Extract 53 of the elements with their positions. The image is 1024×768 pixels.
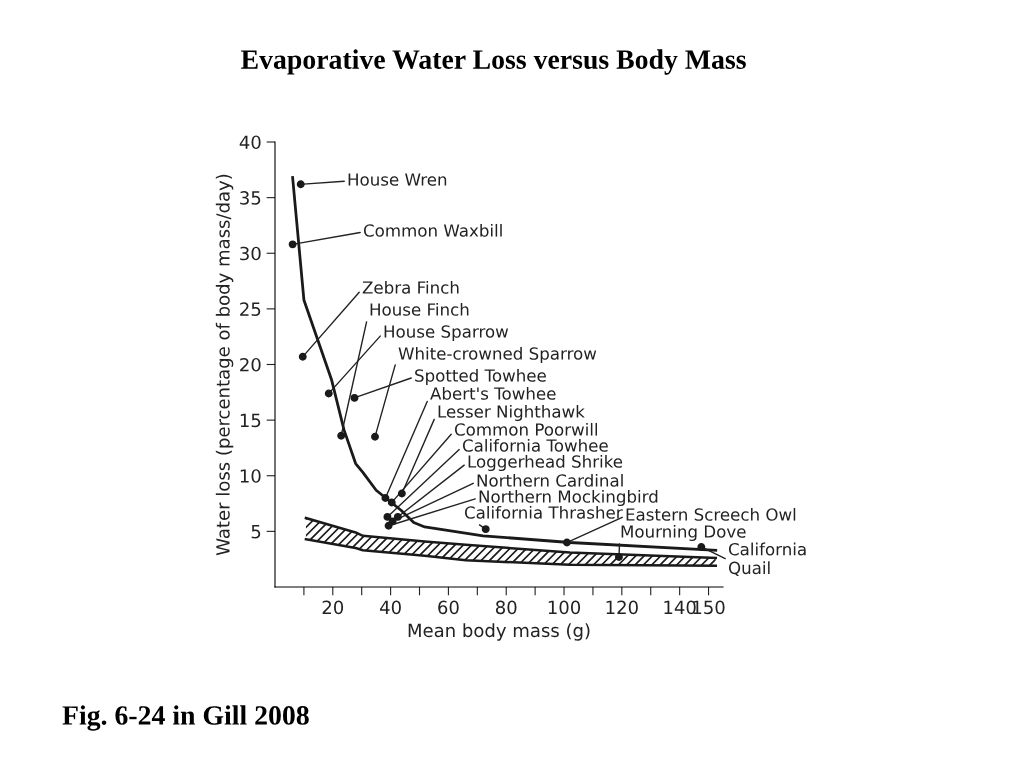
annotation: California Thrasher xyxy=(464,505,623,519)
point xyxy=(393,512,402,521)
point xyxy=(350,393,359,402)
x-axis-title: Mean body mass (g) xyxy=(408,623,590,641)
point xyxy=(397,489,406,498)
point xyxy=(481,525,490,534)
annotation: California Quail xyxy=(728,542,806,577)
annotation: White-crowned Sparrow xyxy=(398,346,597,364)
annotation: Eastern Screech Owl xyxy=(626,507,796,521)
y-tick-label: 20 xyxy=(240,357,261,372)
x-tick-label: 40 xyxy=(380,600,401,615)
annotation: Northern Cardinal xyxy=(477,473,623,487)
annotation: House Finch xyxy=(370,302,469,316)
x-tick-label: 80 xyxy=(495,600,517,615)
annotation: House Sparrow xyxy=(384,325,509,342)
point xyxy=(371,432,379,441)
point xyxy=(383,512,392,521)
x-tick-label: 100 xyxy=(548,600,581,615)
point xyxy=(562,538,571,547)
annotation: California Towhee xyxy=(462,438,608,452)
point xyxy=(337,431,346,440)
y-tick-label: 5 xyxy=(251,525,261,539)
annotation: Zebra Finch xyxy=(362,280,459,294)
x-tick-label: 120 xyxy=(606,600,638,615)
point xyxy=(324,389,333,398)
x-tick-label: 60 xyxy=(438,600,459,615)
x-tick-label: 20 xyxy=(322,600,344,615)
point xyxy=(387,498,396,507)
point xyxy=(296,180,305,189)
y-axis-title: Water loss (percentage of body mass/day) xyxy=(215,174,234,556)
point xyxy=(288,240,297,249)
annotation: House Wren xyxy=(348,173,447,186)
y-tick-label: 35 xyxy=(240,191,261,205)
y-tick-label: 15 xyxy=(240,413,261,428)
chart-title: Evaporative Water Loss versus Body Mass xyxy=(241,49,746,75)
y-tick-label: 10 xyxy=(240,469,261,483)
annotation: Lesser Nighthawk xyxy=(438,404,585,422)
caption: Fig. 6-24 in Gill 2008 xyxy=(62,705,309,731)
annotation: Common Waxbill xyxy=(363,223,502,237)
annotation: Common Poorwill xyxy=(454,422,598,436)
annotation: Abert's Towhee xyxy=(430,386,556,400)
annotation: Spotted Towhee xyxy=(415,368,546,386)
y-tick-label: 25 xyxy=(240,302,261,316)
point xyxy=(298,352,307,361)
y-tick-label: 40 xyxy=(239,135,261,150)
y-tick-label: 30 xyxy=(240,246,261,261)
point xyxy=(384,521,393,530)
point xyxy=(381,494,390,502)
point xyxy=(614,553,623,561)
annotation: Loggerhead Shrike xyxy=(468,454,623,472)
annotation: Northern Mockingbird xyxy=(479,489,658,507)
annotation: Mourning Dove xyxy=(621,524,746,542)
point xyxy=(697,542,706,551)
